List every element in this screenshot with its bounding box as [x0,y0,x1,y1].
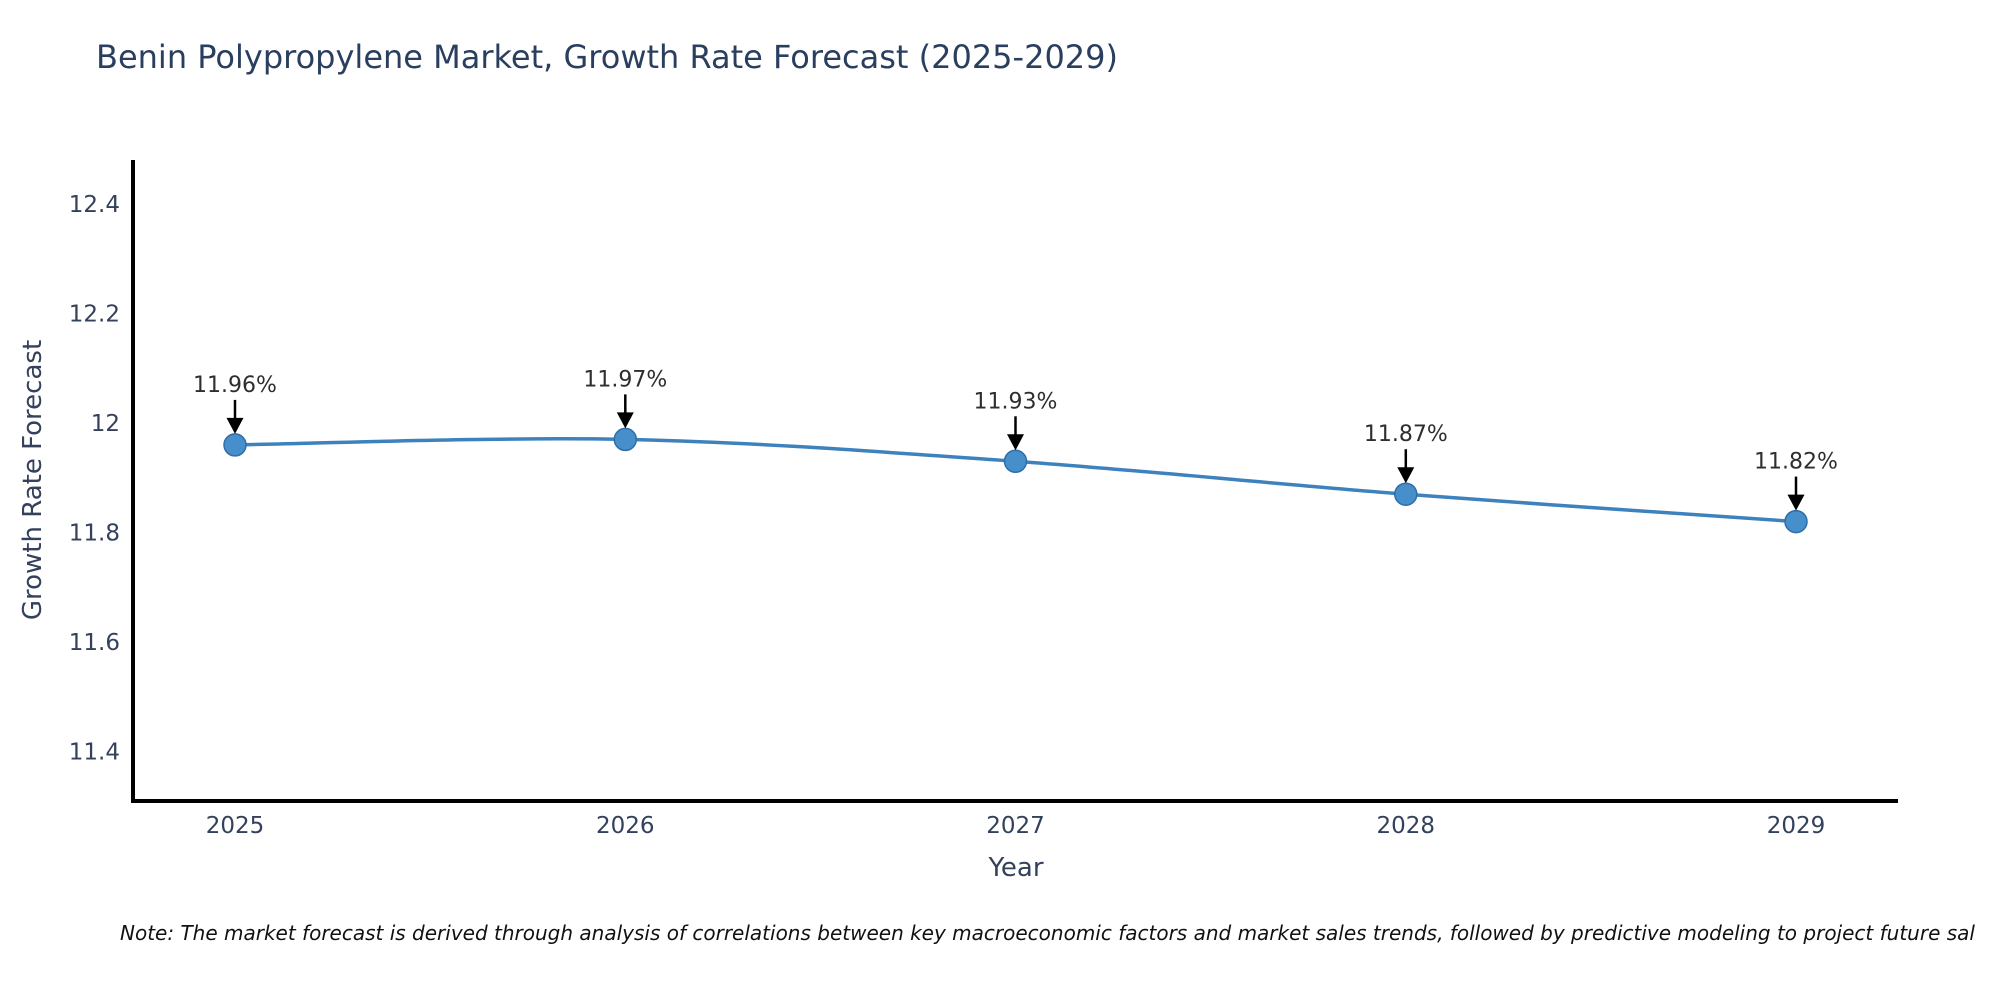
data-point-label: 11.82% [1754,450,1838,475]
x-tick-label: 2025 [206,813,265,839]
x-tick-label: 2028 [1377,813,1436,839]
y-tick-label: 12.2 [69,301,120,327]
x-tick-label: 2027 [986,813,1045,839]
chart-title: Benin Polypropylene Market, Growth Rate … [96,38,1118,76]
point-annotations: 11.96% 11.97% 11.93% 11.87% 11.82% [193,367,1838,511]
y-axis-title: Growth Rate Forecast [18,340,48,620]
down-arrow-icon [1397,467,1415,484]
data-point-marker [1394,482,1418,506]
data-point-label: 11.87% [1364,422,1448,447]
y-tick-label: 11.6 [69,630,120,656]
data-point-label: 11.97% [583,367,667,392]
footnote: Note: The market forecast is derived thr… [120,921,1975,945]
data-point-marker [1784,509,1808,534]
down-arrow-icon [1787,494,1805,511]
y-tick-label: 12.4 [69,192,120,218]
x-axis-title: Year [987,853,1043,883]
down-arrow-icon [1007,434,1024,451]
data-point-marker [1003,449,1028,474]
x-tick-label: 2026 [596,813,655,839]
x-axis-ticks: 2025 2026 2027 2028 2029 [206,813,1826,839]
data-point-label: 11.93% [974,389,1058,414]
data-point-marker [223,433,247,457]
y-tick-label: 12 [91,411,120,437]
data-point-marker [613,427,638,452]
y-tick-label: 11.4 [69,740,120,766]
y-tick-label: 11.8 [69,521,120,547]
down-arrow-icon [226,417,244,434]
x-tick-label: 2029 [1767,813,1826,839]
data-series [223,427,1808,534]
y-axis-ticks: 11.4 11.6 11.8 12 12.2 12.4 [69,192,120,766]
down-arrow-icon [616,412,634,429]
data-point-label: 11.96% [193,373,277,398]
